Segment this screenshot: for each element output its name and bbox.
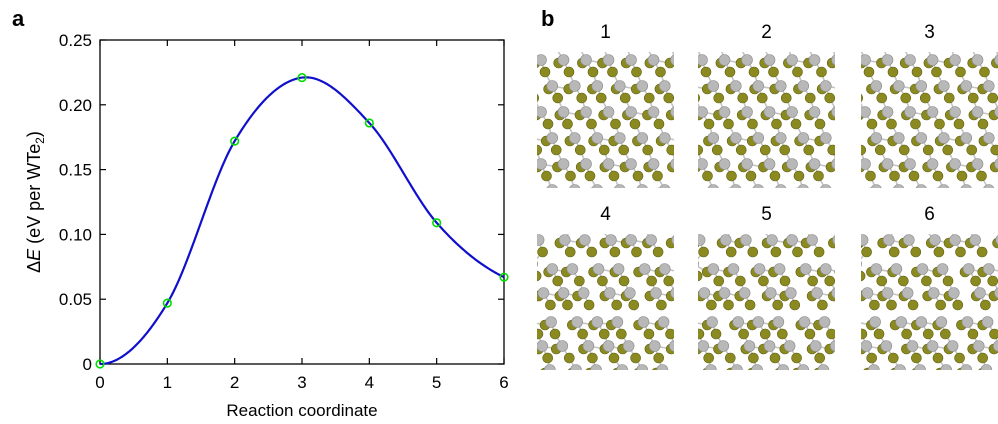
data-point-3	[297, 72, 307, 83]
data-point-4	[364, 118, 374, 128]
structure-6-number: 6	[924, 204, 935, 225]
y-axis-label-suffix: )	[24, 131, 44, 137]
structure-3-image	[861, 52, 998, 188]
y-axis-label: ΔE (eV per WTe2)	[24, 131, 47, 273]
x-tick-label: 0	[95, 373, 104, 392]
structure-1-number: 1	[600, 22, 611, 43]
data-point-0	[95, 359, 105, 369]
panel-a-label: a	[12, 6, 25, 31]
x-tick-label: 3	[297, 373, 306, 392]
panel-b-label: b	[541, 6, 555, 31]
energy-profile-chart: 0 0.05 0.10 0.15 0.20 0.25 0 1 2 3 4 5 6 Reaction c…	[24, 31, 509, 420]
structure-6-image	[861, 234, 998, 370]
structure-4-number: 4	[600, 204, 611, 225]
x-axis-ticks: 0 1 2 3 4 5 6	[95, 40, 509, 392]
structure-2-number: 2	[761, 22, 772, 43]
structure-2-image	[698, 52, 835, 188]
y-tick-label: 0.20	[59, 96, 92, 115]
structure-4-image	[537, 234, 674, 370]
x-tick-label: 6	[499, 373, 508, 392]
structure-5-number: 5	[761, 204, 772, 225]
data-point-2	[230, 136, 240, 146]
y-axis-ticks: 0 0.05 0.10 0.15 0.20 0.25	[59, 31, 504, 374]
x-tick-label: 1	[163, 373, 172, 392]
energy-curve	[99, 76, 505, 366]
structure-3-number: 3	[924, 22, 935, 43]
x-tick-label: 2	[230, 373, 239, 392]
structure-5-image	[698, 234, 835, 370]
data-point-5	[432, 218, 442, 228]
x-tick-label: 5	[432, 373, 441, 392]
atomic-structure-drawing	[698, 234, 835, 370]
y-tick-label: 0.05	[59, 290, 92, 309]
atomic-structure-drawing	[537, 52, 674, 188]
y-tick-label: 0.15	[59, 161, 92, 180]
y-axis-label-symbol: E	[24, 248, 44, 261]
atomic-structure-drawing	[698, 52, 835, 188]
y-axis-label-unit: (eV per WTe	[24, 144, 44, 249]
y-tick-label: 0.25	[59, 31, 92, 50]
series-layer	[95, 72, 509, 369]
y-axis-label-delta: Δ	[24, 261, 44, 273]
structure-1-image	[537, 52, 674, 188]
y-tick-label: 0	[83, 355, 92, 374]
atomic-structure-drawing	[537, 234, 674, 370]
y-axis-label-subscript: 2	[33, 137, 47, 144]
data-point-6	[499, 272, 509, 282]
atomic-structure-drawing	[861, 52, 998, 188]
y-tick-label: 0.10	[59, 225, 92, 244]
x-tick-label: 4	[365, 373, 374, 392]
x-axis-label: Reaction coordinate	[226, 401, 377, 420]
atomic-structure-drawing	[861, 234, 998, 370]
data-point-1	[162, 298, 172, 308]
